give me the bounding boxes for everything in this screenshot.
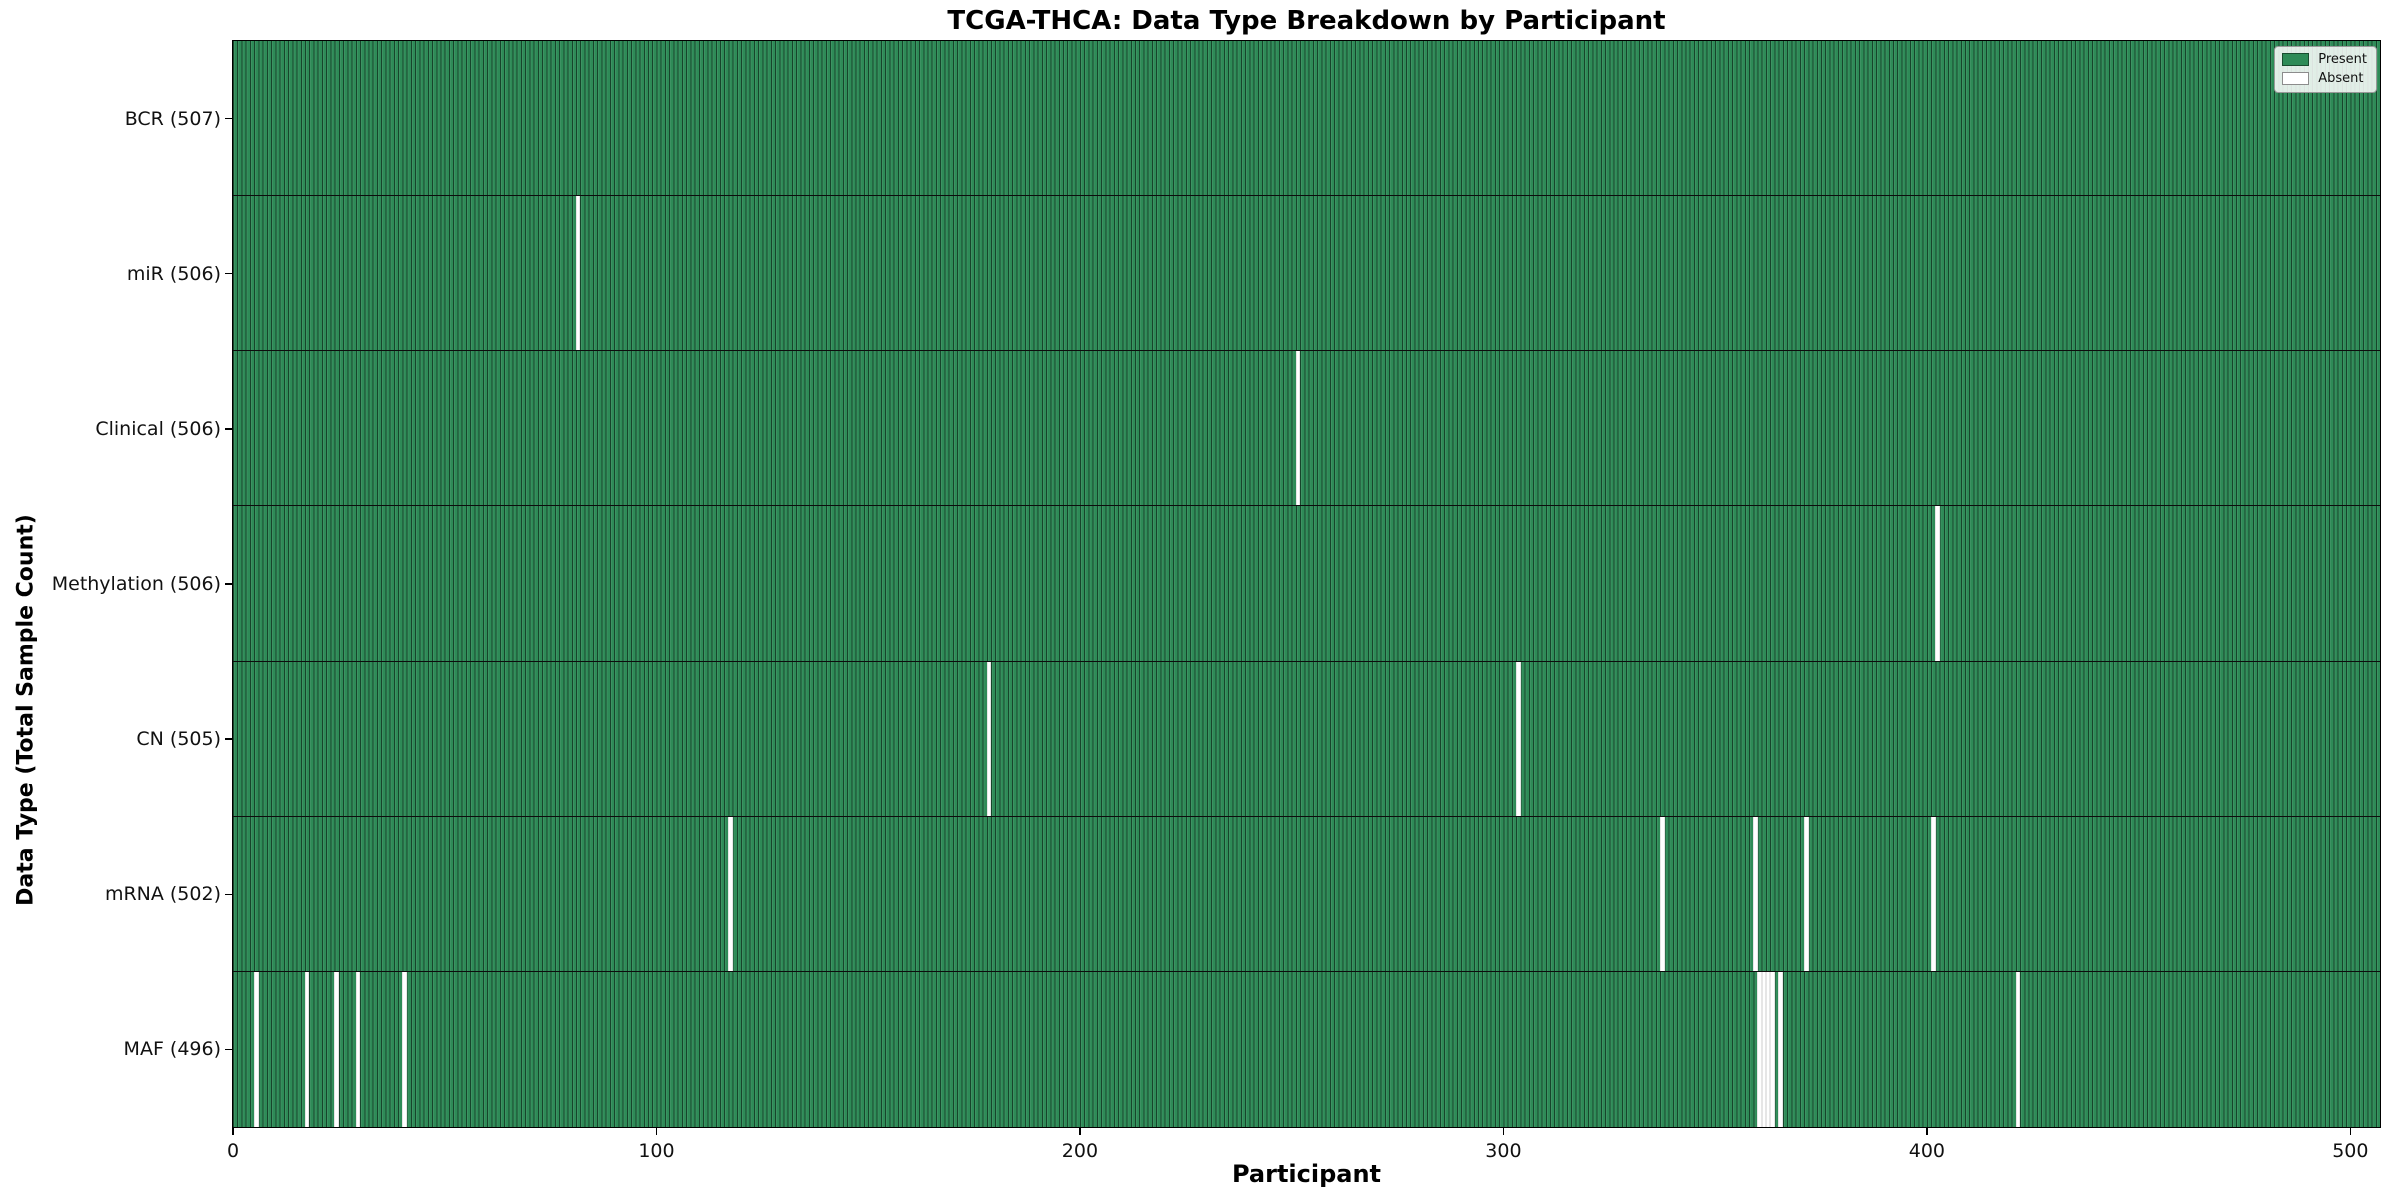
heatmap-row-mir bbox=[233, 196, 2380, 352]
plot-area: Present Absent bbox=[232, 40, 2381, 1128]
legend-item-absent: Absent bbox=[2282, 71, 2367, 86]
y-tick-label-cn: CN (505) bbox=[136, 728, 221, 751]
absent-gap bbox=[1295, 351, 1301, 506]
absent-gap bbox=[575, 196, 581, 351]
x-tick-mark bbox=[2349, 1127, 2352, 1135]
heatmap-row-clinical bbox=[233, 351, 2380, 507]
absent-gap bbox=[728, 816, 733, 971]
legend-present-label: Present bbox=[2318, 52, 2367, 67]
absent-gap bbox=[986, 661, 992, 816]
x-tick-label-300: 300 bbox=[1485, 1140, 1522, 1162]
x-tick-label-100: 100 bbox=[638, 1140, 675, 1162]
heatmap-row-bcr bbox=[233, 41, 2380, 197]
x-tick-mark bbox=[1926, 1127, 1928, 1135]
absent-gap bbox=[1930, 816, 1936, 971]
y-tick-label-mir: miR (506) bbox=[126, 262, 221, 285]
legend: Present Absent bbox=[2274, 46, 2377, 93]
x-tick-label-400: 400 bbox=[1908, 1140, 1946, 1162]
absent-gap bbox=[1659, 816, 1665, 971]
y-tick-label-clinical: Clinical (506) bbox=[95, 417, 221, 440]
y-tick-mark bbox=[225, 738, 233, 740]
chart-title: TCGA-THCA: Data Type Breakdown by Partic… bbox=[947, 6, 1666, 36]
absent-gap bbox=[1803, 816, 1809, 971]
x-tick-mark bbox=[655, 1127, 658, 1135]
x-tick-mark bbox=[232, 1127, 234, 1135]
y-tick-mark bbox=[225, 117, 233, 120]
absent-gap bbox=[355, 971, 361, 1127]
absent-swatch-icon bbox=[2282, 72, 2310, 85]
legend-item-present: Present bbox=[2282, 52, 2367, 67]
absent-gap bbox=[1757, 971, 1762, 1127]
absent-gap bbox=[253, 971, 259, 1127]
absent-gap bbox=[1778, 971, 1784, 1127]
y-tick-mark bbox=[225, 893, 233, 896]
heatmap-row-methylation bbox=[233, 506, 2380, 662]
heatmap-row-mrna bbox=[233, 816, 2380, 972]
x-tick-mark bbox=[1502, 1127, 1505, 1135]
absent-gap bbox=[334, 971, 340, 1127]
y-tick-mark bbox=[225, 272, 233, 275]
y-tick-mark bbox=[225, 583, 233, 585]
absent-gap bbox=[1770, 971, 1775, 1127]
x-axis-label: Participant bbox=[1231, 1160, 1382, 1188]
absent-gap bbox=[1761, 971, 1767, 1127]
absent-gap bbox=[1935, 506, 1940, 661]
absent-gap bbox=[2015, 971, 2021, 1127]
absent-gap bbox=[1515, 661, 1521, 816]
x-tick-label-0: 0 bbox=[226, 1140, 240, 1162]
x-tick-mark bbox=[1079, 1127, 1081, 1135]
absent-gap bbox=[1753, 816, 1758, 971]
x-tick-label-500: 500 bbox=[2332, 1140, 2369, 1162]
heatmap-row-maf bbox=[233, 971, 2380, 1127]
absent-gap bbox=[304, 971, 310, 1127]
y-tick-mark bbox=[225, 428, 233, 430]
y-tick-label-mrna: mRNA (502) bbox=[104, 883, 221, 906]
y-tick-label-maf: MAF (496) bbox=[123, 1038, 221, 1061]
heatmap-row-cn bbox=[233, 661, 2380, 817]
absent-gap bbox=[402, 971, 407, 1127]
y-tick-mark bbox=[225, 1048, 233, 1051]
legend-absent-label: Absent bbox=[2318, 71, 2364, 86]
x-tick-label-200: 200 bbox=[1061, 1140, 1099, 1162]
absent-gap bbox=[1765, 971, 1771, 1127]
y-tick-label-methylation: Methylation (506) bbox=[51, 573, 221, 595]
present-swatch-icon bbox=[2282, 53, 2310, 66]
y-tick-label-bcr: BCR (507) bbox=[124, 107, 221, 130]
